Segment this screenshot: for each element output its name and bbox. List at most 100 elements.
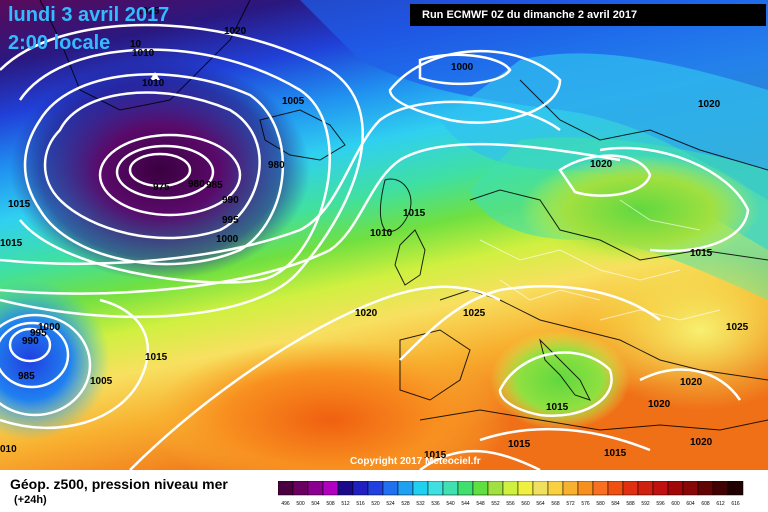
scale-label: 608 — [701, 501, 710, 507]
scale-swatch — [427, 481, 444, 496]
isobar-label: 990 — [222, 195, 239, 206]
isobar-label: 1005 — [282, 96, 305, 107]
colour-zone-low-northwest — [10, 60, 310, 280]
scale-swatch — [697, 481, 714, 496]
isobar-label: 985 — [18, 371, 35, 382]
scale-label: 576 — [581, 501, 590, 507]
scale-swatch — [457, 481, 474, 496]
isobar-label: 1020 — [355, 308, 378, 319]
isobar-label: 010 — [0, 444, 17, 455]
isobar-label: 1020 — [648, 399, 671, 410]
scale-swatch — [412, 481, 429, 496]
scale-label: 552 — [491, 501, 500, 507]
scale-label: 592 — [641, 501, 650, 507]
isobar-label: 1015 — [508, 439, 531, 450]
borders — [479, 199, 721, 321]
forecast-date: lundi 3 avril 2017 — [8, 4, 170, 26]
isobar-label: 1025 — [726, 322, 749, 333]
coastlines — [39, 0, 768, 431]
scale-label: 544 — [461, 501, 470, 507]
scale-label: 556 — [506, 501, 515, 507]
scale-swatch — [712, 481, 729, 496]
scale-swatch — [622, 481, 639, 496]
isobar-label: 1025 — [463, 308, 486, 319]
scale-label: 536 — [431, 501, 440, 507]
scale-label: 528 — [401, 501, 410, 507]
isobar-label: 1015 — [145, 352, 168, 363]
weather-map: 1015 1020 10 1010 1010 1000 1005 1020 980 1020 975… — [0, 0, 768, 470]
scale-label: 560 — [521, 501, 530, 507]
colour-zone-low-west — [0, 280, 110, 440]
isobar-label: 1010 — [142, 78, 165, 89]
scale-label: 516 — [356, 501, 365, 507]
scale-label: 616 — [731, 501, 740, 507]
scale-label: 588 — [626, 501, 635, 507]
scale-swatch — [278, 481, 294, 496]
scale-swatch — [577, 481, 594, 496]
high-marker — [150, 72, 160, 80]
isobar-label: 1015 — [8, 199, 31, 210]
scale-swatch — [307, 481, 324, 496]
scale-label: 504 — [311, 501, 320, 507]
isobar-label: 1020 — [680, 377, 703, 388]
scale-swatch — [352, 481, 369, 496]
isobar-label: 1020 — [698, 99, 721, 110]
scale-swatch — [442, 481, 459, 496]
scale-swatch — [727, 481, 744, 496]
isobar-label: 975 — [153, 182, 170, 193]
scale-label: 564 — [536, 501, 545, 507]
scale-swatch — [292, 481, 309, 496]
isobar-label: 1020 — [224, 26, 247, 37]
isobar-label: 1015 — [604, 448, 627, 459]
scale-swatch — [367, 481, 384, 496]
scale-label: 584 — [611, 501, 620, 507]
scale-swatch — [472, 481, 489, 496]
colour-scale: 496 500 504 508 512 516 520 524 528 532 536 540 544 5… — [278, 481, 744, 507]
scale-swatch — [652, 481, 669, 496]
copyright: Copyright 2017 Meteociel.fr — [350, 456, 481, 467]
isobar-label: 1015 — [690, 248, 713, 259]
isobar-label: 1000 — [451, 62, 474, 73]
scale-label: 568 — [551, 501, 560, 507]
isobar-label: 1000 — [38, 322, 61, 333]
isobar-label: 980 — [188, 179, 205, 190]
isobar-label: 1015 — [546, 402, 569, 413]
colour-zone-green-europe — [520, 155, 760, 265]
isobar-label: 1010 — [370, 228, 393, 239]
scale-swatch — [397, 481, 414, 496]
isobar-label: 1015 — [137, 6, 160, 17]
isobar-lines — [0, 23, 750, 470]
scale-swatch — [502, 481, 519, 496]
scale-swatch — [592, 481, 609, 496]
scale-label: 496 — [281, 501, 290, 507]
isobar-label: 995 — [222, 215, 239, 226]
scale-label: 612 — [716, 501, 725, 507]
scale-label: 520 — [371, 501, 380, 507]
isobar-label: 990 — [22, 336, 39, 347]
isobar-label: 980 — [268, 160, 285, 171]
scale-swatch — [547, 481, 564, 496]
scale-label: 600 — [671, 501, 680, 507]
scale-swatch — [682, 481, 699, 496]
isobar-label: 1015 — [403, 208, 426, 219]
scale-label: 604 — [686, 501, 695, 507]
isobar-label: 985 — [206, 180, 223, 191]
isobar-label: 1020 — [690, 437, 713, 448]
scale-label: 532 — [416, 501, 425, 507]
scale-label: 500 — [296, 501, 305, 507]
scale-swatch — [487, 481, 504, 496]
isobar-label: 995 — [30, 328, 47, 339]
isobar-label: 1015 — [0, 238, 23, 249]
colour-zone-orange-southwest — [150, 340, 510, 470]
scale-swatch — [337, 481, 354, 496]
scale-swatch — [382, 481, 399, 496]
scale-label: 540 — [446, 501, 455, 507]
isobar-label: 1000 — [216, 234, 239, 245]
map-subtitle: (+24h) — [14, 494, 47, 506]
isobar-label: 1005 — [90, 376, 113, 387]
scale-swatch — [517, 481, 534, 496]
colour-zone-yellow-east — [580, 250, 768, 410]
scale-label: 512 — [341, 501, 350, 507]
